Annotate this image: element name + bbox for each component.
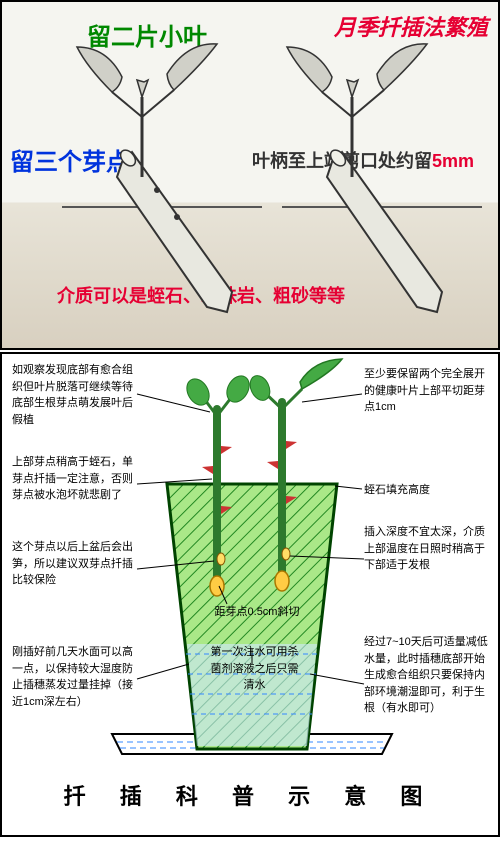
main-title: 月季扦插法繁殖 [334,10,488,42]
bottom-panel: 如观察发现底部有愈合组织但叶片脱落可继续等待底部生根芽点萌发展叶后假植 至少要保… [0,352,500,837]
note-mid-right-1: 蛭石填充高度 [364,482,484,499]
note-top-right: 至少要保留两个完全展开的健康叶片上部平切距芽点1cm [364,366,492,416]
note-center-1: 距芽点0.5cm斜切 [197,604,317,621]
note-bottom-right: 经过7~10天后可适量减低水量，此时插穗底部开始生成愈合组织只要保持内部环境潮湿… [364,634,492,717]
note-mid-left-1: 上部芽点稍高于蛭石，单芽点扦插一定注意，否则芽点被水泡坏就悲剧了 [12,454,137,504]
note-bottom-left: 刚插好前几天水面可以高一点，以保持较大湿度防止插穗蒸发过量挂掉（接近1cm深左右… [12,644,137,710]
diagram-container: 如观察发现底部有愈合组织但叶片脱落可继续等待底部生根芽点萌发展叶后假植 至少要保… [2,354,498,764]
note-mid-right-2: 插入深度不宜太深，介质上部温度在日照时稍高于下部适于发根 [364,524,492,574]
note-center-2: 第一次注水可用杀菌剂溶液之后只需清水 [207,644,302,694]
top-panel: 月季扦插法繁殖 留二片小叶 留三个芽点 叶柄至上端剪口处约留5mm 介质可以是蛭… [0,0,500,350]
note-top-left: 如观察发现底部有愈合组织但叶片脱落可继续等待底部生根芽点萌发展叶后假植 [12,362,142,428]
note-mid-left-2: 这个芽点以后上盆后会出笋，所以建议双芽点扦插比较保险 [12,539,137,589]
cutting-right [282,42,482,342]
bottom-title: 扦 插 科 普 示 意 图 [2,764,498,821]
cutting-left [62,42,262,342]
